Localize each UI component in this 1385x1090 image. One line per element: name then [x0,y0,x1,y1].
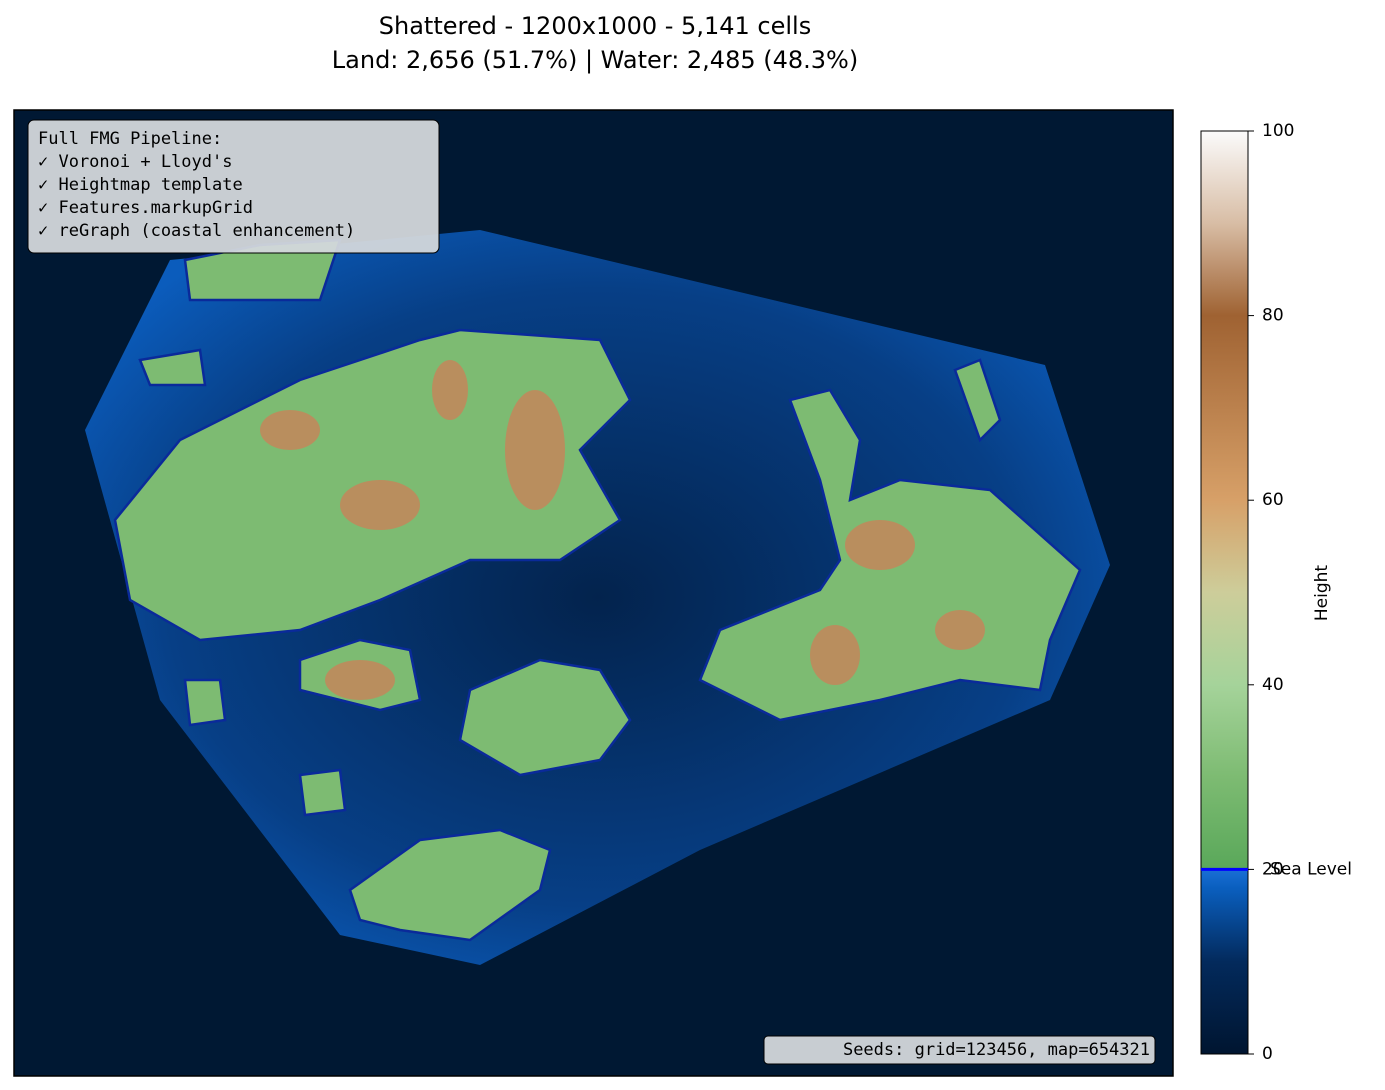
annotation-line: ✓ reGraph (coastal enhancement) [38,221,355,241]
annotation-line: ✓ Voronoi + Lloyd's [38,152,232,172]
footnote-box [763,1035,1156,1065]
chart-title: Shattered - 1200x1000 - 5,141 cells [379,12,811,40]
y-tick-label: 100 [1262,121,1294,141]
y-tick-label: 0 [1262,1044,1273,1064]
island [953,358,1002,443]
colorbar-label: Height [1312,565,1332,622]
highland [935,610,985,650]
y-tick-label: 40 [1262,675,1284,695]
highland [845,520,915,570]
colorbar [1200,130,1249,1055]
island [183,678,227,727]
annotation-line: ✓ Features.markupGrid [38,198,253,218]
annotation-line: ✓ Heightmap template [38,175,243,195]
highland [325,660,395,700]
map: Seeds: grid=123456, map=654321 [13,109,1174,1077]
sea-level-label: Sea Level [1270,859,1352,879]
highland [810,625,860,685]
chart-subtitle: Land: 2,656 (51.7%) | Water: 2,485 (48.3… [332,46,858,74]
footnote: Seeds: grid=123456, map=654321 [843,1040,1150,1060]
annotation-line: Full FMG Pipeline: [38,129,222,149]
highland [432,360,468,420]
island [298,768,347,817]
island [138,348,207,387]
highland [260,410,320,450]
highland [340,480,420,530]
highland [505,390,565,510]
island [458,658,632,777]
y-tick-label: 20 [1262,859,1284,879]
y-tick-label: 80 [1262,306,1284,326]
annotation-box [27,119,440,254]
y-tick-label: 60 [1262,490,1284,510]
island [348,828,552,942]
